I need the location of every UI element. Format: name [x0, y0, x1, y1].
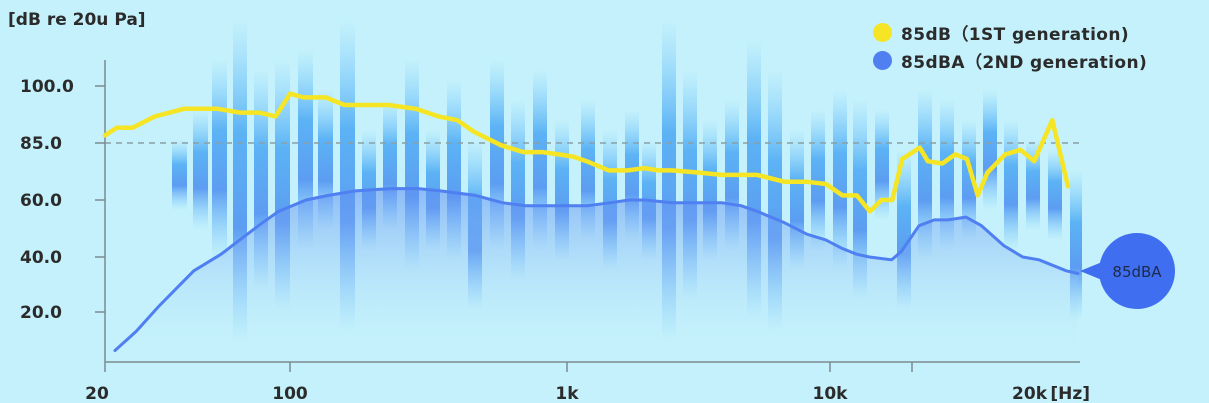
bubble-pointer: [1080, 262, 1102, 280]
y-tick-label: 60.0: [20, 191, 62, 211]
x-tick-label: 100: [272, 384, 308, 403]
y-tick-label: 85.0: [20, 134, 62, 154]
legend: 85dB（1ST generation) 85dBA（2ND generatio…: [873, 18, 1147, 74]
legend-label: 85dBA（2ND generation): [901, 52, 1148, 73]
spectrum-bar: [983, 90, 997, 210]
spectrum-bar: [212, 60, 227, 260]
spectrum-bar: [940, 100, 954, 250]
y-tick-label: 40.0: [20, 248, 62, 268]
y-axis-label: [dB re 20u Pa]: [8, 10, 146, 30]
spectrum-bar: [962, 120, 976, 240]
spectrum-bar: [833, 90, 847, 270]
legend-label: 85dB（1ST generation): [901, 24, 1130, 45]
y-tick-label: 100.0: [20, 77, 74, 97]
x-tick-label: 20: [85, 384, 109, 403]
spectrum-bar: [1026, 140, 1040, 230]
spectrum-bar: [811, 110, 825, 250]
legend-swatch-yellow: [873, 22, 892, 42]
series-2nd-generation-area: [115, 188, 1078, 351]
end-label-bubble: 85dBA: [1080, 233, 1175, 309]
spectrum-bar: [1004, 120, 1018, 250]
legend-item-2nd-generation: 85dBA（2ND generation): [873, 46, 1147, 74]
end-label-text: 85dBA: [1112, 263, 1162, 281]
x-tick-label: 20k: [1012, 384, 1048, 403]
spectrum-bar: [1048, 150, 1062, 240]
x-tick-label: 1k: [555, 384, 579, 403]
y-tick-label: 20.0: [20, 303, 62, 323]
x-tick-label: 10k: [813, 384, 849, 403]
legend-item-1st-generation: 85dB（1ST generation): [873, 18, 1147, 46]
series-1st-generation-line: [102, 91, 1071, 214]
legend-swatch-blue: [873, 50, 892, 70]
axes: 100.0 85.0 60.0 40.0 20.0 20 100 1k 10k 20k: [20, 60, 1080, 403]
series-2nd-generation-line: [113, 187, 1080, 352]
spectrum-bar: [918, 90, 932, 260]
bubble-circle: [1099, 233, 1175, 309]
spectrum-bar: [193, 110, 208, 230]
x-axis-unit: [Hz]: [1050, 384, 1090, 403]
spectrum-bar: [172, 140, 187, 210]
spectrum-bar: [875, 110, 889, 220]
